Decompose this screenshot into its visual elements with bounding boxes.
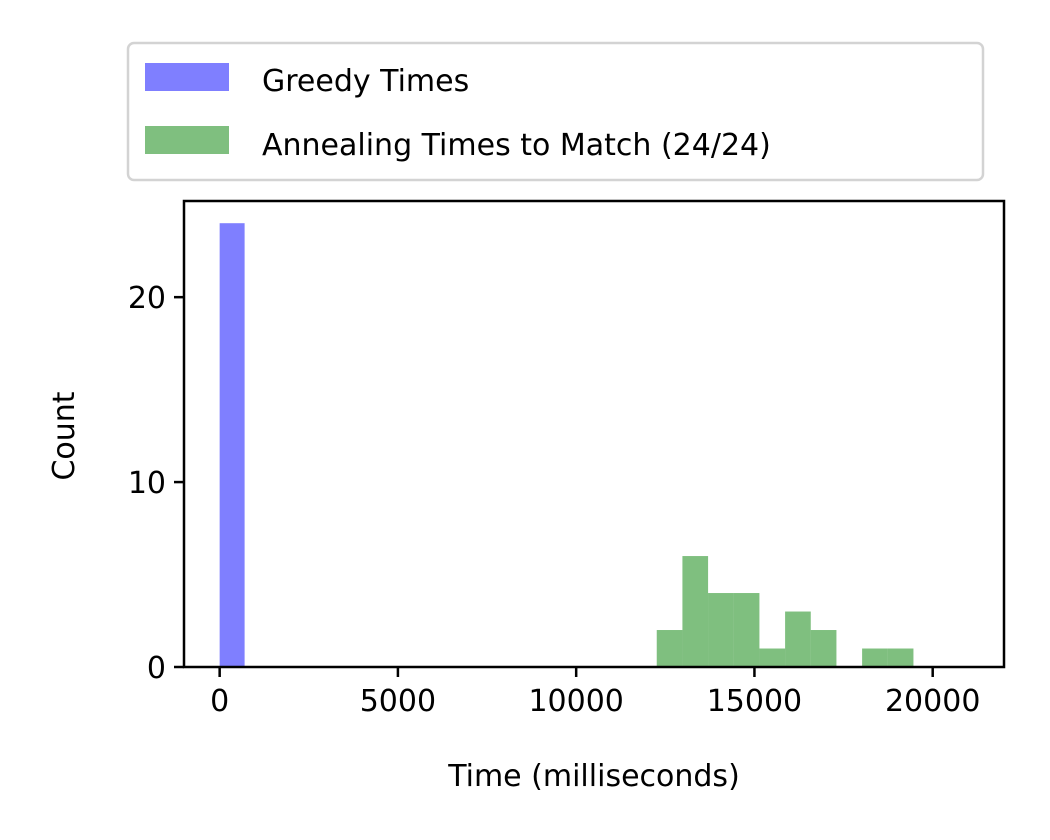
plot-frame: [182, 199, 1006, 669]
x-tick-label: 0: [210, 684, 229, 719]
x-tick-label: 5000: [360, 684, 436, 719]
x-axis-ticks: 0 5000 10000 15000 20000: [210, 667, 980, 719]
x-axis-label: Time (milliseconds): [447, 759, 740, 794]
legend: Greedy Times Annealing Times to Match (2…: [126, 41, 985, 182]
legend-swatch-greedy: [145, 63, 229, 91]
x-tick-label: 10000: [528, 684, 623, 719]
annealing-bar: [810, 630, 837, 667]
y-tick-label: 0: [147, 651, 166, 686]
annealing-bar: [656, 630, 683, 667]
annealing-bar: [887, 648, 914, 667]
annealing-bar: [862, 648, 888, 667]
legend-label-annealing: Annealing Times to Match (24/24): [262, 128, 771, 163]
annealing-bar: [682, 556, 709, 667]
y-tick-label: 20: [128, 281, 166, 316]
annealing-bar: [785, 611, 811, 667]
x-tick-label: 20000: [885, 684, 980, 719]
legend-swatch-annealing: [145, 126, 229, 154]
greedy-bar: [219, 223, 245, 667]
y-tick-label: 10: [128, 466, 166, 501]
legend-frame: [126, 41, 985, 182]
y-axis-ticks: 0 10 20: [128, 281, 184, 686]
x-tick-label: 15000: [707, 684, 802, 719]
annealing-bar: [733, 593, 760, 667]
y-axis-label: Count: [47, 391, 82, 480]
histogram-bars: [219, 223, 914, 667]
annealing-bar: [759, 648, 786, 667]
annealing-bar: [708, 593, 734, 667]
legend-label-greedy: Greedy Times: [262, 64, 469, 99]
